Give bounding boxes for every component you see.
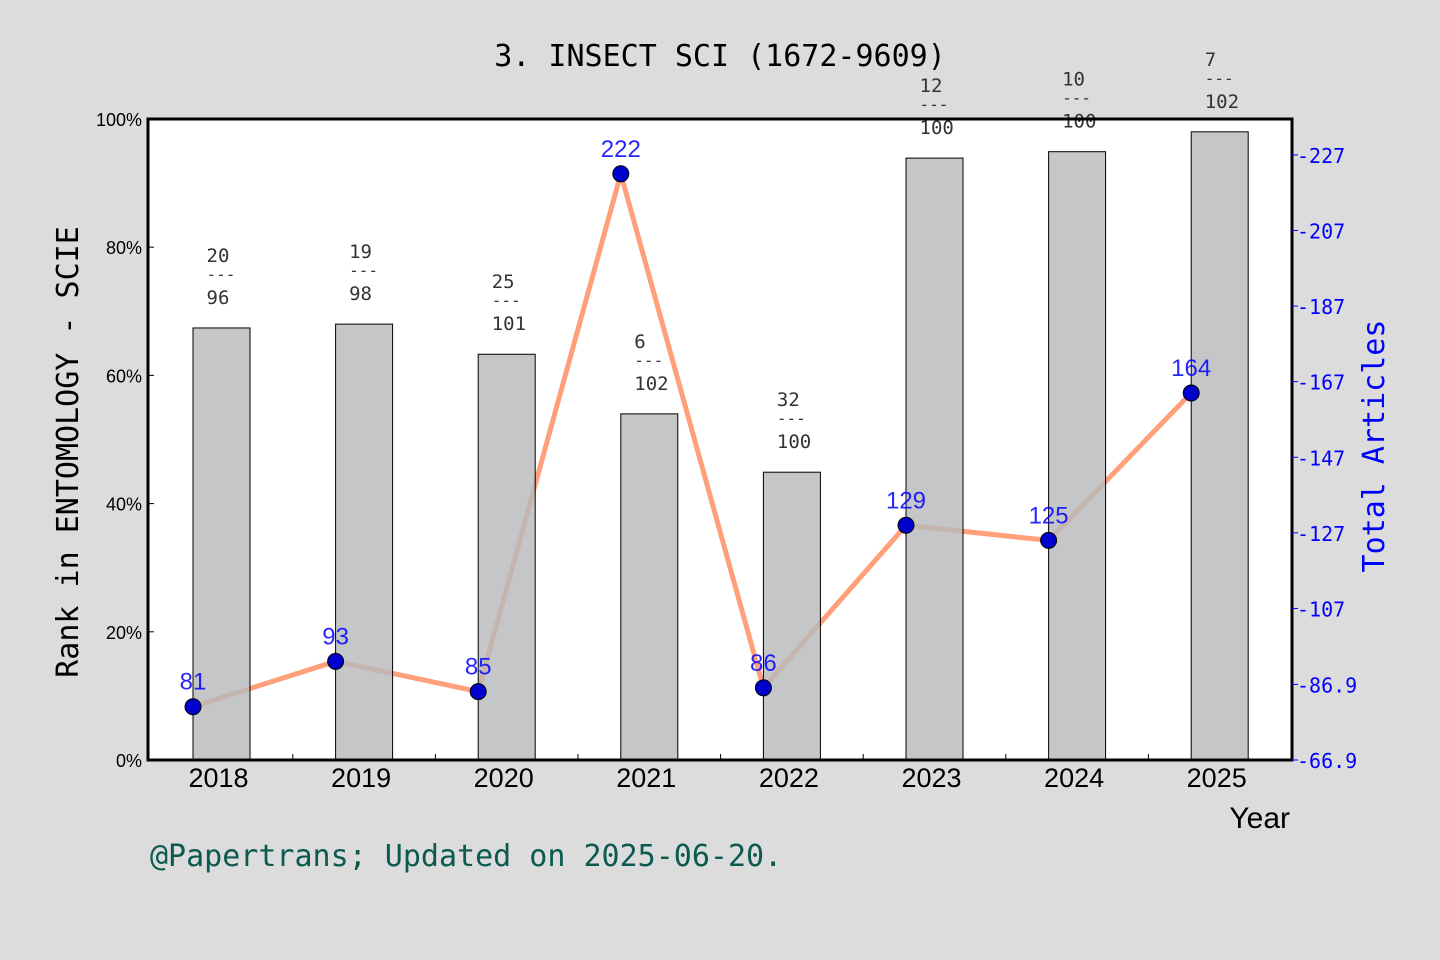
y2-axis-label: Total Articles — [1357, 320, 1392, 573]
bar-label-rank: 20 — [207, 245, 230, 267]
bar-label-rank: 32 — [777, 389, 800, 411]
y2-tick-label: -127 — [1297, 522, 1345, 546]
line-point-2022 — [754, 679, 772, 697]
x-tick-label-2025: 2025 — [1187, 763, 1247, 793]
y2-tick-label: -86.9 — [1297, 673, 1357, 697]
y-tick-label: 40% — [106, 495, 142, 515]
line-value-label: 85 — [465, 654, 492, 681]
line-point-2019 — [327, 652, 345, 670]
y-tick-label: 100% — [96, 110, 142, 130]
y-tick-label: 60% — [106, 366, 142, 386]
x-tick-label-2023: 2023 — [901, 763, 961, 793]
chart-title: 3. INSECT SCI (1672-9609) — [494, 39, 946, 74]
bar-label-total: 102 — [634, 373, 668, 395]
bar-label-rank: 12 — [920, 75, 943, 97]
line-value-label: 164 — [1171, 355, 1211, 382]
line-value-label: 125 — [1029, 502, 1069, 529]
line-value-label: 129 — [886, 487, 926, 514]
line-value-label: 81 — [180, 669, 207, 696]
line-point-2021 — [612, 165, 630, 183]
rank-bar-2024 — [1048, 151, 1107, 761]
x-tick-label-2020: 2020 — [474, 763, 534, 793]
y2-tick-label: -207 — [1297, 219, 1345, 243]
bar-label-divider: --- — [1062, 89, 1091, 108]
bar-label-rank: 25 — [492, 271, 515, 293]
rank-bar-2018 — [192, 327, 251, 761]
rank-bar-2021 — [620, 413, 679, 761]
rank-bar-2019 — [335, 323, 394, 761]
footer-credit: @Papertrans; Updated on 2025-06-20. — [150, 839, 782, 874]
rank-bar-2023 — [905, 157, 964, 761]
y2-tick-label: -107 — [1297, 597, 1345, 621]
bar-label-divider: --- — [634, 351, 663, 370]
line-point-2023 — [897, 516, 915, 534]
line-value-label: 222 — [601, 136, 641, 163]
bar-label-rank: 10 — [1062, 69, 1085, 91]
x-tick-label-2022: 2022 — [759, 763, 819, 793]
bar-label-total: 102 — [1205, 91, 1239, 113]
line-point-2025 — [1182, 384, 1200, 402]
line-point-2020 — [469, 683, 487, 701]
rank-bar-2022 — [762, 471, 821, 761]
y2-tick-label: -147 — [1297, 446, 1345, 470]
bar-label-divider: --- — [349, 261, 378, 280]
bar-label-rank: 19 — [349, 241, 372, 263]
bar-label-total: 100 — [920, 117, 954, 139]
x-tick-label-2019: 2019 — [331, 763, 391, 793]
bar-label-rank: 7 — [1205, 49, 1216, 71]
y-tick-label: 80% — [106, 238, 142, 258]
x-tick-label-2018: 2018 — [188, 763, 248, 793]
line-value-label: 93 — [322, 623, 349, 650]
bar-label-rank: 6 — [634, 331, 645, 353]
y2-tick-label: -167 — [1297, 371, 1345, 395]
bar-label-divider: --- — [1205, 69, 1234, 88]
y2-tick-label: -227 — [1297, 144, 1345, 168]
bar-label-total: 100 — [1062, 111, 1096, 133]
bar-label-divider: --- — [492, 291, 521, 310]
bar-label-divider: --- — [207, 265, 236, 284]
x-axis-label: Year — [1229, 802, 1290, 835]
x-tick-label-2024: 2024 — [1044, 763, 1104, 793]
y2-tick-label: -66.9 — [1297, 749, 1357, 773]
bar-label-total: 98 — [349, 283, 372, 305]
plot-frame — [146, 117, 1294, 762]
rank-bar-2025 — [1190, 131, 1249, 761]
y-tick-label: 0% — [116, 751, 142, 771]
y2-tick-label: -187 — [1297, 295, 1345, 319]
bar-label-divider: --- — [920, 95, 949, 114]
bar-label-divider: --- — [777, 409, 806, 428]
bar-label-total: 101 — [492, 313, 526, 335]
y-tick-label: 20% — [106, 623, 142, 643]
line-value-label: 86 — [750, 650, 777, 677]
rank-bar-2020 — [477, 353, 536, 761]
bar-label-total: 100 — [777, 431, 811, 453]
line-point-2024 — [1040, 531, 1058, 549]
y-axis-label: Rank in ENTOMOLOGY - SCIE — [51, 226, 86, 678]
bar-label-total: 96 — [207, 287, 230, 309]
x-tick-label-2021: 2021 — [616, 763, 676, 793]
line-point-2018 — [184, 698, 202, 716]
